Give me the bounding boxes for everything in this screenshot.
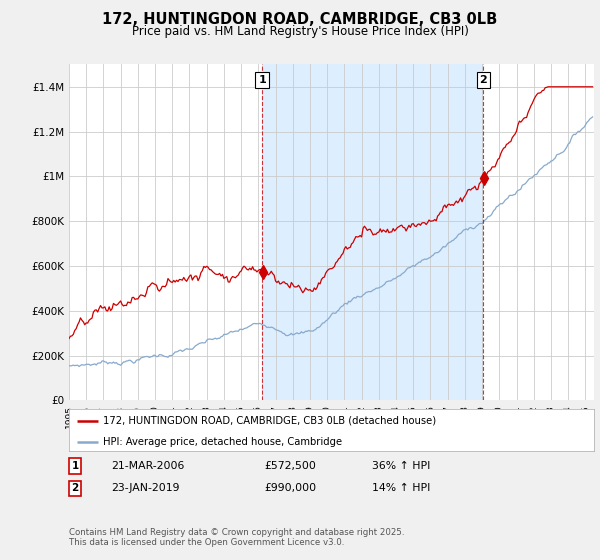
Text: 36% ↑ HPI: 36% ↑ HPI <box>372 461 430 471</box>
Text: 2: 2 <box>479 75 487 85</box>
Text: 23-JAN-2019: 23-JAN-2019 <box>111 483 179 493</box>
Text: Contains HM Land Registry data © Crown copyright and database right 2025.
This d: Contains HM Land Registry data © Crown c… <box>69 528 404 547</box>
Text: 172, HUNTINGDON ROAD, CAMBRIDGE, CB3 0LB (detached house): 172, HUNTINGDON ROAD, CAMBRIDGE, CB3 0LB… <box>103 416 436 426</box>
Text: 172, HUNTINGDON ROAD, CAMBRIDGE, CB3 0LB: 172, HUNTINGDON ROAD, CAMBRIDGE, CB3 0LB <box>103 12 497 27</box>
Text: 1: 1 <box>71 461 79 471</box>
Text: 21-MAR-2006: 21-MAR-2006 <box>111 461 184 471</box>
Bar <box>262 64 484 400</box>
Text: £572,500: £572,500 <box>264 461 316 471</box>
Text: 1: 1 <box>258 75 266 85</box>
Text: 14% ↑ HPI: 14% ↑ HPI <box>372 483 430 493</box>
Text: Price paid vs. HM Land Registry's House Price Index (HPI): Price paid vs. HM Land Registry's House … <box>131 25 469 39</box>
Text: 2: 2 <box>71 483 79 493</box>
Text: £990,000: £990,000 <box>264 483 316 493</box>
Text: HPI: Average price, detached house, Cambridge: HPI: Average price, detached house, Camb… <box>103 437 342 446</box>
